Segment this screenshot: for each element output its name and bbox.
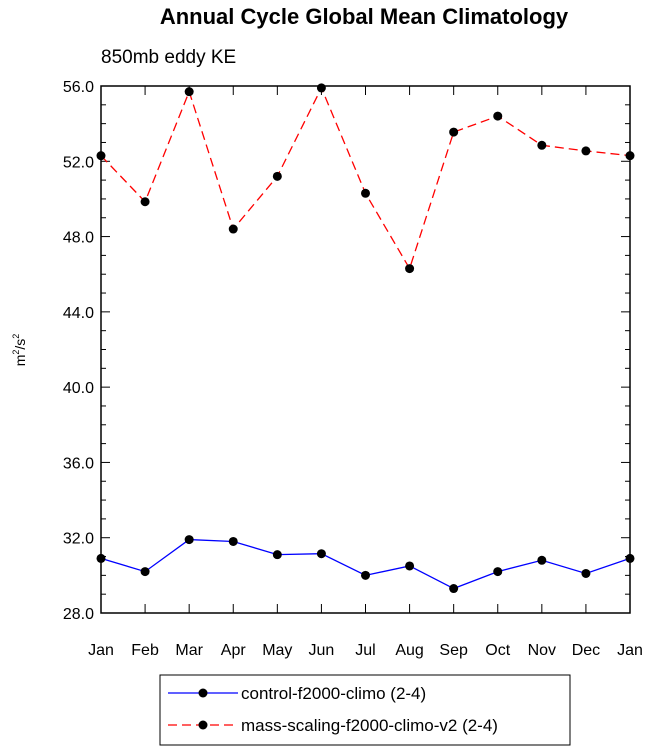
x-tick-label: Aug [395,642,423,659]
data-point [493,111,503,121]
x-tick-label: Jan [617,642,643,659]
data-point [625,553,635,563]
x-tick-label: Dec [572,642,600,659]
legend-label: mass-scaling-f2000-climo-v2 (2-4) [241,716,498,735]
x-tick-label: Mar [175,642,203,659]
data-point [184,535,194,545]
data-point [581,146,591,156]
legend-items: control-f2000-climo (2-4) mass-scaling-f2… [168,684,498,735]
x-tick-label: Sep [439,642,468,659]
data-point [96,553,106,563]
y-tick-label: 40.0 [63,380,94,397]
data-point [449,127,459,137]
data-point [96,151,106,161]
data-point [581,568,591,578]
legend-label: control-f2000-climo (2-4) [241,684,426,703]
y-tick-label: 32.0 [63,531,94,548]
plot-frame [100,85,631,614]
y-tick-label: 36.0 [63,455,94,472]
y-axis-label-sep: /s [12,339,28,350]
legend-marker [198,720,208,730]
series-line [100,86,631,271]
y-axis-label-exp2: 2 [11,334,21,339]
legend-box [159,674,571,746]
data-point [493,567,503,577]
chart-title: Annual Cycle Global Mean Climatology [160,4,569,29]
legend-marker [198,688,208,698]
data-point [405,561,415,571]
legend: control-f2000-climo (2-4) mass-scaling-f2… [159,674,571,746]
x-tick-label: Feb [131,642,159,659]
x-tick-label: Apr [221,642,247,659]
axes: Jan Feb Mar Apr May Jun Jul Aug Sep Oct Nov Dec Jan 2… [63,79,643,659]
data-point [228,536,238,546]
series-layer [96,83,635,594]
y-tick-label: 44.0 [63,305,94,322]
data-point [316,83,326,93]
y-tick-label: 48.0 [63,230,94,247]
data-point [272,550,282,560]
chart-subtitle: 850mb eddy KE [101,47,236,68]
data-point [361,570,370,580]
y-axis-label-base: m [12,355,28,367]
series-1 [96,535,635,594]
data-point [316,549,326,559]
data-point [449,584,459,594]
x-tick-label: Jan [88,642,114,659]
x-tick-label: Oct [485,642,510,659]
y-axis-label-exp: 2 [11,350,21,355]
data-point [140,197,150,207]
data-point [140,567,150,577]
series-line [100,538,631,590]
data-point [361,188,370,198]
x-tick-label: Jun [309,642,335,659]
data-point [625,151,635,161]
x-tick-label: Nov [528,642,556,659]
series-2 [96,83,635,274]
data-point [537,555,547,565]
x-tick-label: May [262,642,292,659]
x-tick-label: Jul [355,642,375,659]
data-point [537,140,547,150]
y-tick-label: 28.0 [63,606,94,623]
y-tick-label: 52.0 [63,154,94,171]
data-point [405,264,415,274]
data-point [228,224,238,234]
y-axis-label: m2/s2 [11,334,28,367]
data-point [272,171,282,181]
data-point [184,87,194,97]
y-tick-label: 56.0 [63,79,94,96]
